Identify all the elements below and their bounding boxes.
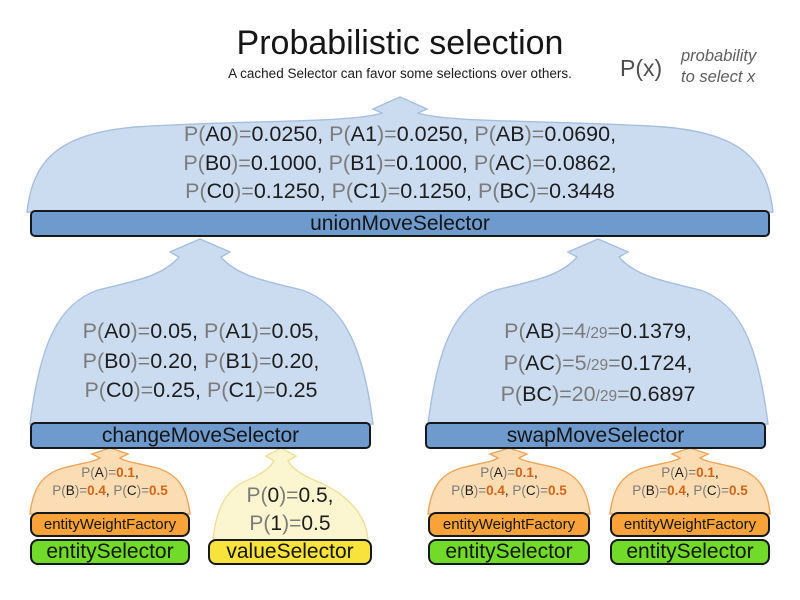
- entity-weight-factory-bar-right: entityWeightFactory: [610, 512, 770, 537]
- change-bar-label: changeMoveSelector: [101, 423, 300, 447]
- entity-selector-bar-left: entitySelector: [30, 539, 190, 565]
- probability-legend-description: probability to select x: [681, 46, 756, 88]
- value-funnel-shape: [212, 447, 369, 542]
- entity-selector-bar-right: entitySelector: [610, 539, 770, 565]
- change-funnel-shape: [29, 238, 374, 425]
- entity-selector-label: entitySelector: [626, 540, 754, 563]
- entity-funnel-shape-middle: [427, 447, 591, 515]
- probability-legend-symbol: P(x): [620, 55, 663, 81]
- swap-funnel-shape: [427, 238, 769, 425]
- legend-description-line2: to select x: [681, 68, 756, 86]
- union-bar-label: unionMoveSelector: [310, 211, 490, 235]
- change-funnel-probabilities: P(A0)=0.05, P(A1)=0.05, P(B0)=0.20, P(B1)…: [82, 319, 320, 402]
- union-move-selector-bar: unionMoveSelector: [30, 210, 770, 237]
- union-funnel-shape: [26, 96, 774, 213]
- union-funnel-probabilities: P(A0)=0.0250, P(A1)=0.0250, P(AB)=0.0690…: [183, 122, 617, 203]
- value-funnel-probabilities: P(0)=0.5, P(1)=0.5: [246, 484, 334, 535]
- entity-selector-label: entitySelector: [445, 540, 573, 563]
- entity-weight-factory-label: entityWeightFactory: [623, 516, 757, 533]
- value-selector-bar: valueSelector: [208, 539, 372, 565]
- swap-funnel-probabilities: P(AB)=4/29=0.1379, P(AC)=5/29=0.1724, P(BC…: [500, 319, 696, 406]
- value-selector-label: valueSelector: [226, 540, 354, 563]
- entity-weight-factory-bar-middle: entityWeightFactory: [428, 512, 590, 537]
- swap-bar-label: swapMoveSelector: [506, 423, 685, 447]
- entity-selector-label: entitySelector: [46, 540, 174, 563]
- legend-description-line1: probability: [681, 47, 757, 65]
- entity-funnel-shape-right: [609, 447, 771, 515]
- page-subtitle: A cached Selector can favor some selecti…: [228, 66, 572, 81]
- entity-funnel-probabilities-right: P(A)=0.1, P(B)=0.4, P(C)=0.5: [632, 465, 748, 498]
- entity-weight-factory-label: entityWeightFactory: [442, 516, 576, 533]
- change-move-selector-bar: changeMoveSelector: [30, 422, 371, 449]
- entity-funnel-probabilities-middle: P(A)=0.1, P(B)=0.4, P(C)=0.5: [451, 465, 567, 498]
- entity-funnel-probabilities-left: P(A)=0.1, P(B)=0.4, P(C)=0.5: [52, 465, 168, 498]
- entity-funnel-shape-left: [29, 447, 191, 515]
- entity-weight-factory-bar-left: entityWeightFactory: [30, 512, 190, 537]
- swap-move-selector-bar: swapMoveSelector: [425, 422, 766, 449]
- page-title: Probabilistic selection: [236, 24, 564, 62]
- entity-weight-factory-label: entityWeightFactory: [43, 516, 177, 533]
- entity-selector-bar-middle: entitySelector: [428, 539, 590, 565]
